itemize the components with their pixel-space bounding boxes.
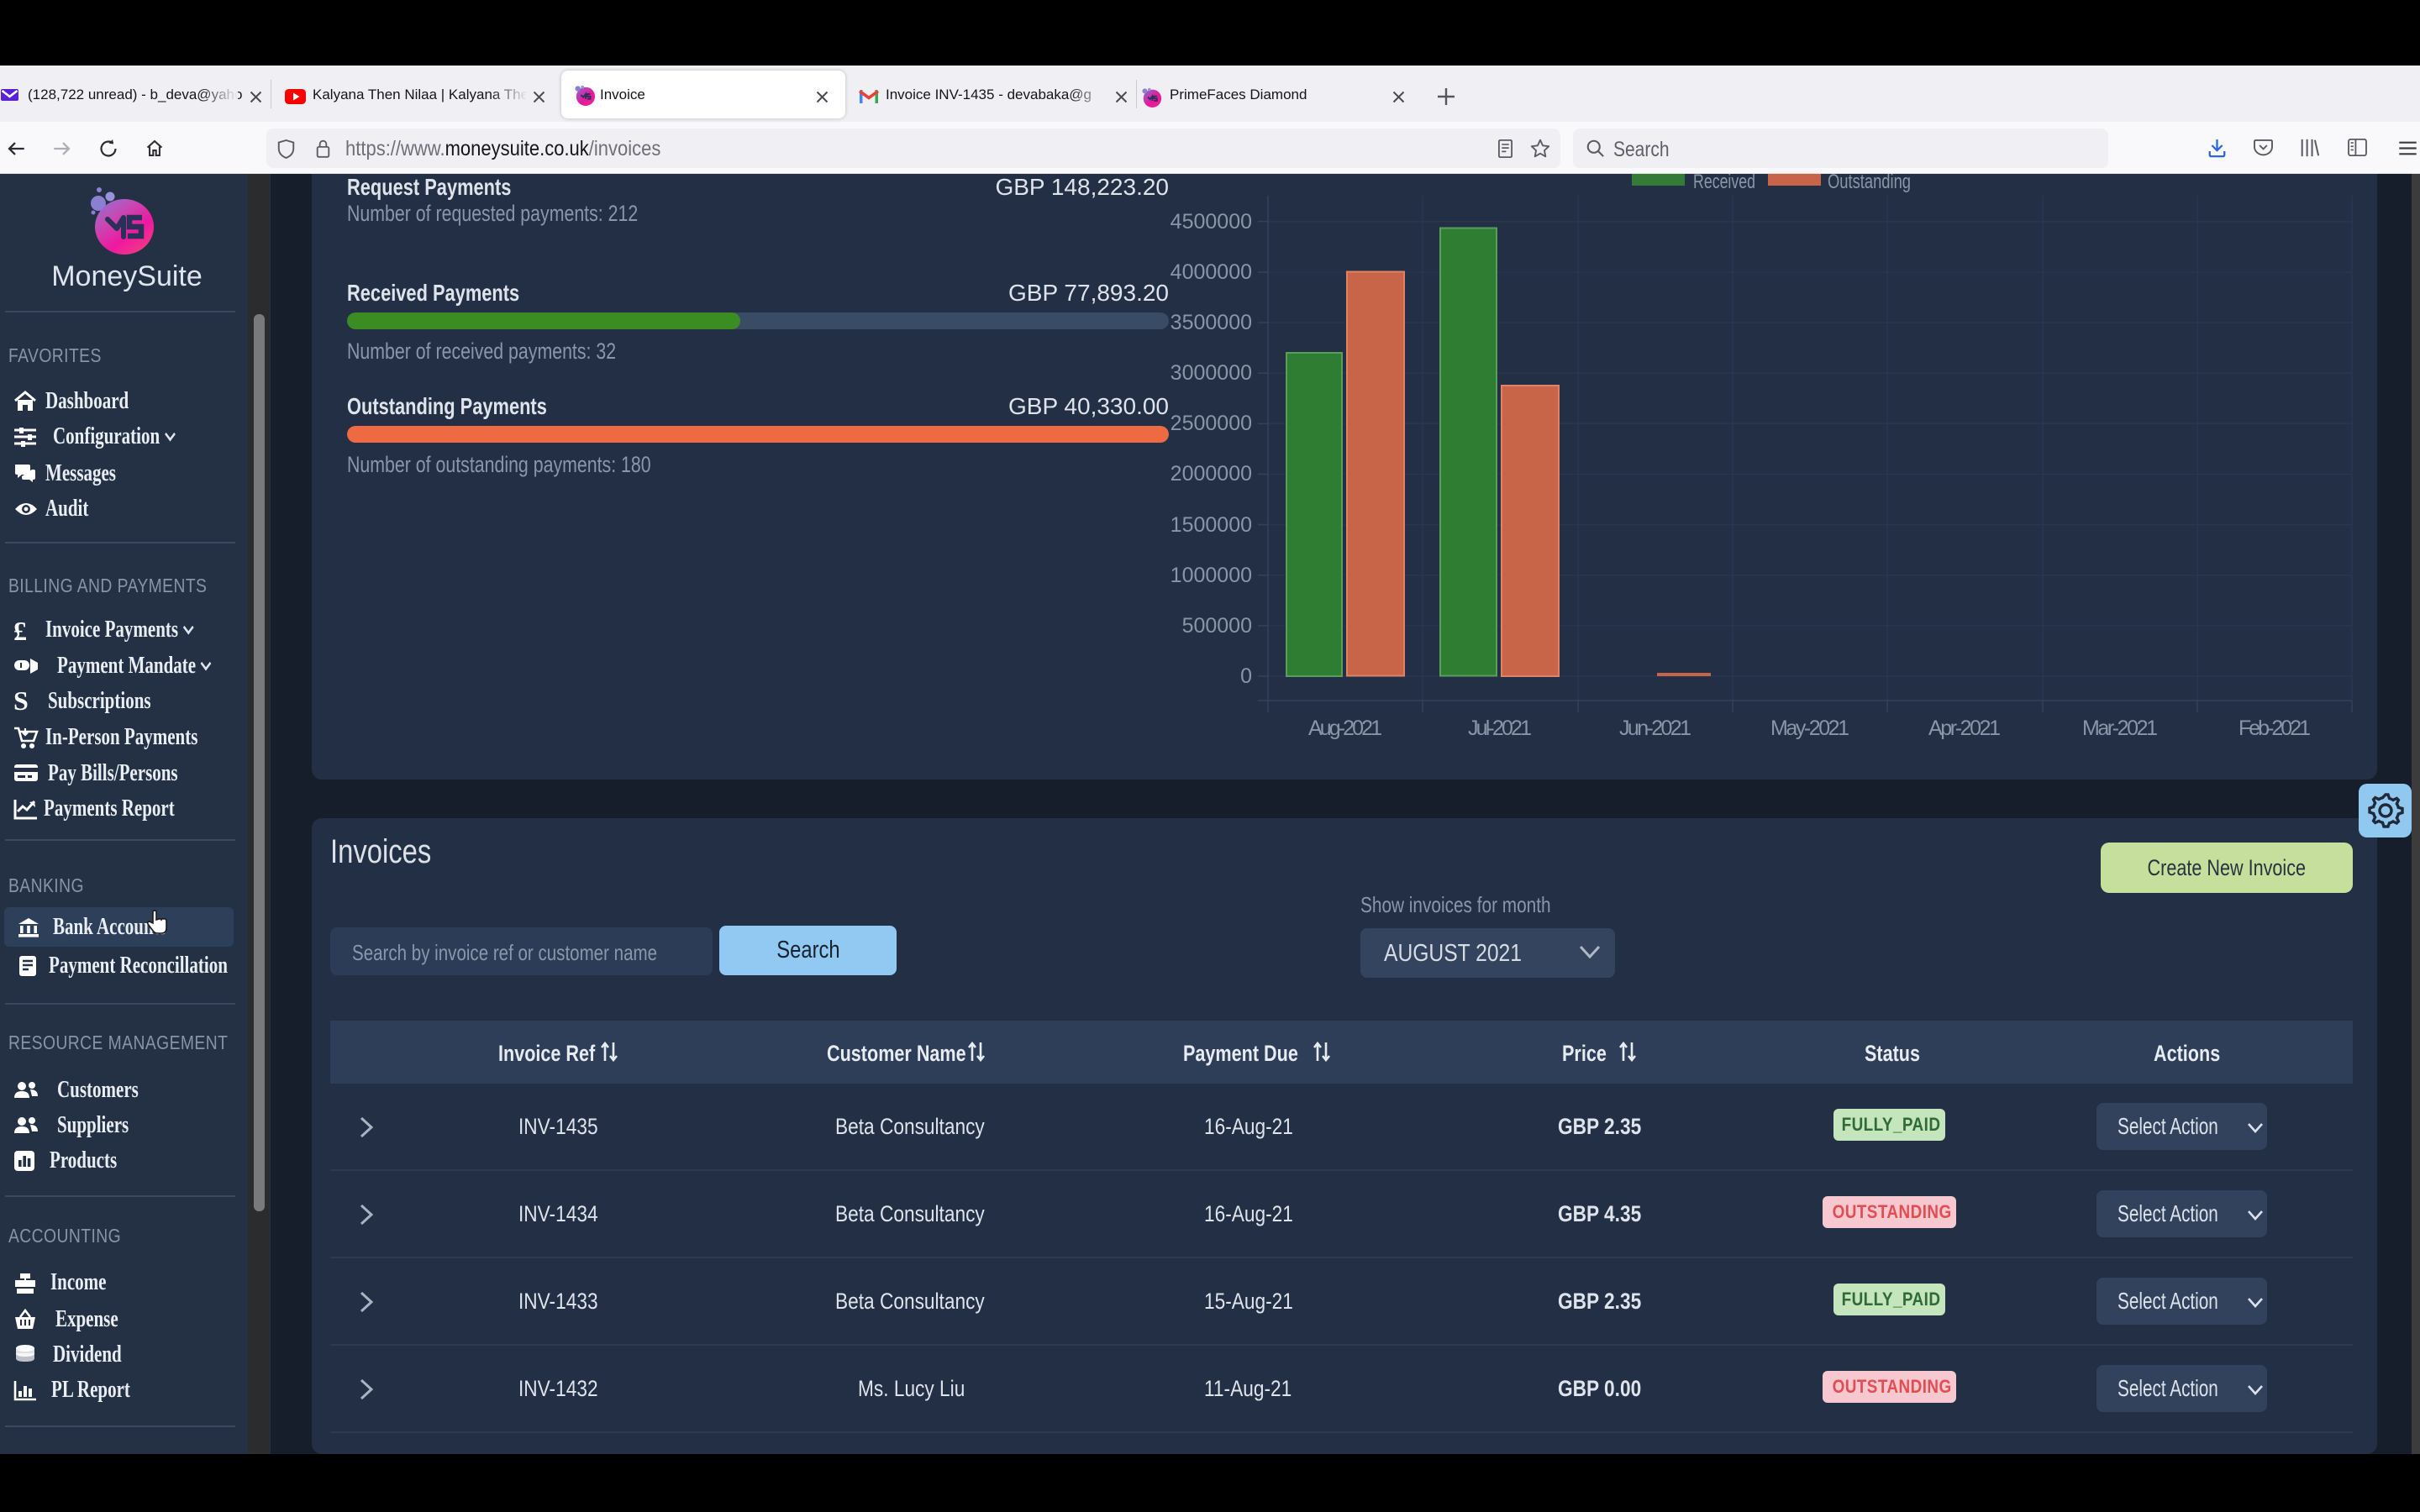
svg-text:Feb-2021: Feb-2021	[2238, 717, 2311, 740]
svg-text:1500000: 1500000	[1171, 513, 1252, 537]
svg-text:Apr-2021: Apr-2021	[1928, 717, 2001, 740]
svg-text:1000000: 1000000	[1171, 564, 1252, 587]
svg-text:Jun-2021: Jun-2021	[1619, 717, 1691, 740]
svg-text:4000000: 4000000	[1171, 260, 1252, 284]
svg-text:0: 0	[1240, 664, 1252, 688]
svg-text:3000000: 3000000	[1171, 361, 1252, 385]
svg-text:Jul-2021: Jul-2021	[1468, 717, 1532, 740]
svg-text:Received: Received	[1693, 174, 1755, 193]
svg-text:4500000: 4500000	[1171, 210, 1252, 234]
svg-text:500000: 500000	[1182, 614, 1252, 638]
svg-text:Aug-2021: Aug-2021	[1308, 717, 1382, 740]
svg-text:3500000: 3500000	[1171, 311, 1252, 334]
svg-text:Mar-2021: Mar-2021	[2082, 717, 2158, 740]
svg-text:2500000: 2500000	[1171, 412, 1252, 435]
svg-text:Outstanding: Outstanding	[1828, 174, 1911, 193]
svg-text:May-2021: May-2021	[1770, 717, 1849, 740]
svg-text:2000000: 2000000	[1171, 462, 1252, 486]
